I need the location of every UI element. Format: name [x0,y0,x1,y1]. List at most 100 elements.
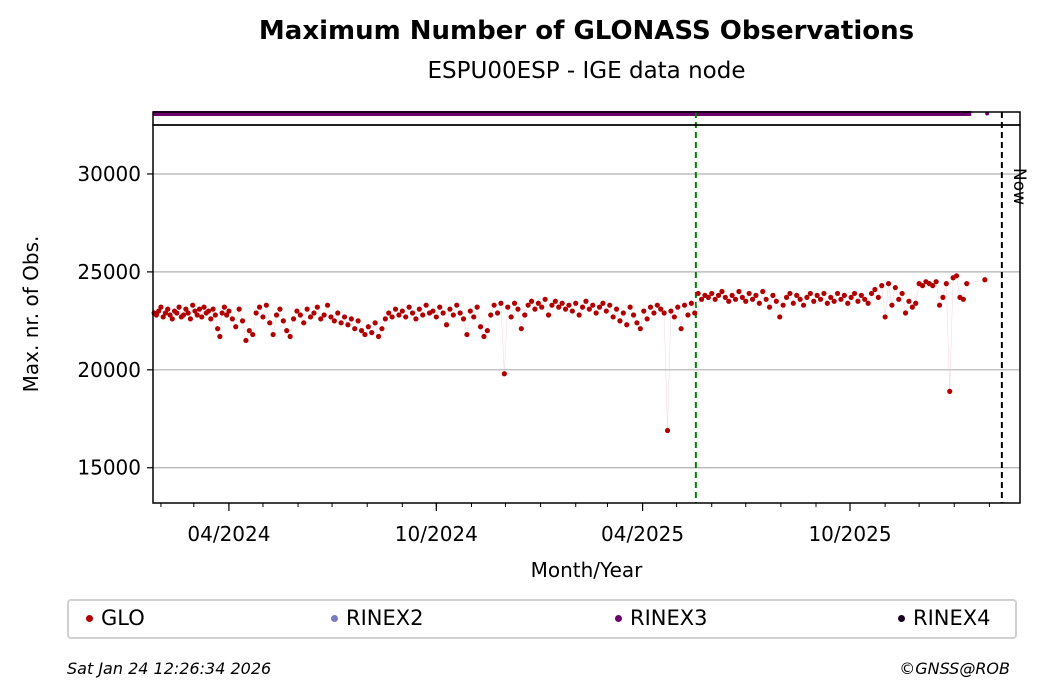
data-point-glo [610,314,616,320]
data-point-glo [196,306,203,312]
data-point-glo [848,294,854,300]
data-point-glo [831,298,837,304]
data-point-glo [817,296,824,302]
data-point-glo [498,300,504,306]
x-tick-label: 10/2025 [808,522,891,546]
data-point-glo [331,318,337,324]
data-point-glo [562,306,569,312]
legend-marker-glo [86,614,93,622]
data-point-glo [484,328,490,334]
data-point-glo [542,296,548,302]
data-point-glo [294,308,300,314]
data-point-glo [824,300,830,306]
data-point-glo [187,316,193,322]
y-gridlines [153,173,1020,469]
data-point-glo [634,320,640,326]
data-point-glo [358,328,365,334]
data-point-glo [162,310,169,316]
data-point-glo [698,296,705,302]
data-point-glo [224,312,230,318]
data-point-glo [943,281,949,287]
data-point-glo [899,290,905,297]
data-point-glo [617,318,623,324]
data-point-glo [219,310,225,316]
legend-item-glo: GLO [86,606,145,630]
data-point-glo [964,281,970,287]
data-point-glo [800,302,807,308]
y-axis-label: Max. nr. of Obs. [19,236,43,393]
data-point-glo [236,306,242,312]
data-point-glo [511,300,518,306]
data-point-glo [437,304,443,310]
data-point-glo [624,322,630,328]
data-point-glo [930,283,936,289]
data-point-glo [253,310,259,316]
data-point-glo [902,310,909,316]
data-point-glo [685,312,691,318]
data-point-glo [522,312,528,318]
data-point-glo [450,312,456,318]
data-point-glo [375,333,382,340]
data-point-glo [389,314,395,320]
legend: GLO RINEX2 RINEX3 RINEX4 [67,599,1017,639]
data-point-glo [338,320,344,326]
data-point-glo [174,310,180,316]
data-point-glo [307,314,314,320]
x-axis-label: Month/Year [531,558,644,582]
data-point-glo [488,312,494,318]
data-point-glo [471,314,477,320]
data-point-glo [280,318,286,324]
data-point-glo [882,314,888,320]
data-point-glo [348,316,354,322]
data-point-glo [960,296,966,302]
data-point-glo [569,308,575,314]
data-point-glo [153,312,159,318]
data-point-glo [732,296,739,302]
data-point-glo [780,302,786,308]
data-point-glo [433,314,439,320]
data-point-glo [474,304,480,310]
data-point-glo [192,308,198,314]
data-point-glo [630,312,637,318]
rinex3-strip-bar [153,111,972,116]
data-point-glo [838,296,844,302]
data-point-glo [539,304,545,310]
data-point-glo [545,312,552,318]
data-point-glo [637,326,643,332]
data-point-glo [250,331,256,338]
data-point-glo [304,306,310,312]
data-point-glo [862,296,868,302]
data-point-glo [797,296,803,302]
glo-connector-line [153,275,985,431]
data-point-glo [919,283,926,289]
glo-data-points [151,273,988,434]
data-point-glo [549,302,555,308]
data-point-glo [362,331,368,338]
chart-subtitle: ESPU00ESP - IGE data node [427,58,746,84]
data-point-glo [321,312,327,318]
data-point-glo [736,288,742,295]
data-point-glo [454,302,460,308]
data-point-glo [790,300,796,306]
data-point-glo [525,302,531,308]
data-point-glo [158,304,164,310]
data-point-glo [365,324,371,330]
vertical-markers: Now [694,112,1029,503]
data-point-glo [678,326,684,332]
now-label: Now [1009,168,1029,205]
x-tick-label: 04/2024 [187,522,270,546]
data-point-glo [586,306,592,312]
data-point-glo [692,310,698,316]
data-point-glo [661,310,667,316]
data-point-glo [518,326,524,332]
data-point-glo [811,298,817,304]
data-point-glo [392,306,399,312]
data-point-glo [403,314,409,320]
data-point-glo [287,333,293,340]
data-point-glo [379,326,385,332]
data-point-glo [440,310,446,316]
data-point-glo [613,306,620,312]
y-tick-label: 30000 [77,162,141,186]
data-point-glo [369,330,375,336]
data-point-glo [770,292,776,298]
